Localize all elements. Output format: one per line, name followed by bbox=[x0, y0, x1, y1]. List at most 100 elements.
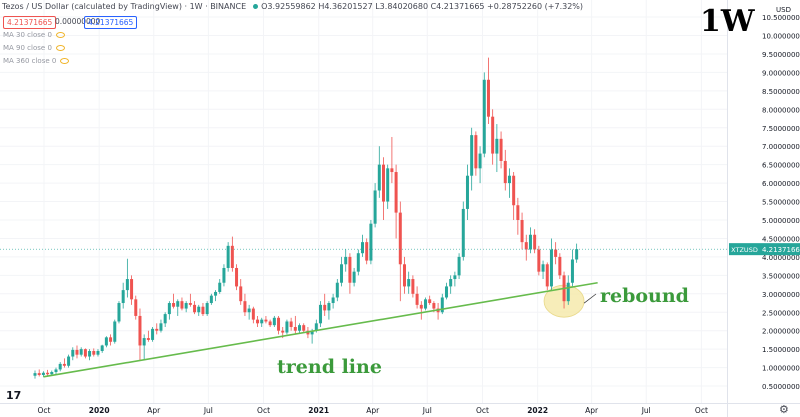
y-tick-label: 2.00000000 bbox=[762, 328, 800, 336]
candle bbox=[33, 370, 37, 379]
candle bbox=[436, 303, 440, 320]
candle bbox=[419, 301, 423, 320]
symbol-title[interactable]: Tezos / US Dollar (calculated by Trading… bbox=[2, 2, 247, 11]
x-tick-label: Jul bbox=[203, 406, 213, 415]
candle bbox=[209, 293, 213, 305]
candle bbox=[486, 57, 490, 125]
sell-price-button[interactable]: 4.21371665 bbox=[3, 16, 57, 29]
candle bbox=[142, 334, 146, 361]
candle bbox=[545, 262, 549, 291]
y-tick-label: 9.00000000 bbox=[762, 69, 800, 77]
candle bbox=[230, 236, 234, 272]
x-tick-label: Jul bbox=[422, 406, 432, 415]
candle bbox=[75, 345, 79, 359]
candle bbox=[285, 319, 289, 335]
candle bbox=[495, 124, 499, 173]
candle bbox=[327, 301, 331, 320]
candle bbox=[201, 303, 205, 316]
candle bbox=[423, 297, 427, 311]
candle bbox=[382, 157, 385, 220]
candle bbox=[79, 347, 83, 357]
x-tick-label: Oct bbox=[38, 406, 51, 415]
candle bbox=[482, 72, 486, 158]
candle bbox=[264, 315, 268, 324]
candle bbox=[516, 197, 520, 235]
y-tick-label: 8.00000000 bbox=[762, 106, 800, 114]
currency-label[interactable]: USD bbox=[776, 6, 791, 14]
candle bbox=[407, 271, 411, 294]
eye-icon[interactable] bbox=[55, 32, 65, 38]
candle bbox=[260, 317, 264, 328]
candle bbox=[109, 334, 113, 346]
candle bbox=[130, 275, 134, 305]
indicator-ma-30[interactable]: MA 30 close 0 bbox=[3, 31, 65, 39]
candle bbox=[465, 164, 469, 220]
candle bbox=[83, 348, 87, 359]
x-tick-label: Apr bbox=[585, 406, 599, 415]
rebound-connector bbox=[583, 293, 597, 304]
candle bbox=[226, 242, 230, 272]
candle bbox=[41, 371, 45, 377]
candle bbox=[415, 286, 419, 309]
candle bbox=[67, 354, 71, 368]
candle bbox=[554, 242, 558, 265]
trend-line[interactable] bbox=[43, 281, 598, 378]
candle bbox=[386, 164, 390, 209]
buy-price-button[interactable]: 4.21371665 bbox=[84, 16, 138, 29]
indicator-ma-90[interactable]: MA 90 close 0 bbox=[3, 44, 65, 52]
candle bbox=[218, 279, 222, 294]
candle bbox=[117, 301, 121, 324]
candle bbox=[394, 164, 398, 239]
y-tick-label: 4.00000000 bbox=[762, 254, 800, 262]
candle bbox=[58, 362, 62, 372]
candle bbox=[184, 301, 188, 313]
candle bbox=[243, 293, 247, 316]
tradingview-logo[interactable]: 17 bbox=[6, 389, 22, 402]
eye-icon[interactable] bbox=[55, 45, 65, 51]
gear-icon[interactable]: ⚙ bbox=[779, 404, 789, 416]
candle bbox=[537, 245, 541, 276]
candle bbox=[369, 220, 373, 265]
candle bbox=[272, 315, 276, 328]
indicator-label: MA 360 close 0 bbox=[3, 57, 57, 65]
candle bbox=[390, 136, 394, 184]
candle bbox=[528, 227, 532, 254]
candle bbox=[478, 146, 482, 184]
candle bbox=[159, 319, 163, 333]
candle bbox=[331, 293, 335, 309]
indicator-ma-360[interactable]: MA 360 close 0 bbox=[3, 57, 70, 65]
candle bbox=[352, 267, 356, 287]
eye-icon[interactable] bbox=[60, 58, 70, 64]
market-status-dot bbox=[253, 3, 259, 9]
x-tick-label: 2022 bbox=[527, 406, 548, 415]
annotation-rebound: rebound bbox=[600, 285, 689, 307]
candles-layer bbox=[33, 57, 579, 379]
candle bbox=[428, 295, 432, 305]
y-tick-label: 6.00000000 bbox=[762, 180, 800, 188]
candle bbox=[125, 258, 129, 298]
last-price-value-tag bbox=[760, 243, 800, 256]
y-tick-label: 4.50000000 bbox=[762, 235, 800, 243]
candle bbox=[54, 367, 58, 375]
candle bbox=[402, 256, 406, 294]
candle bbox=[411, 275, 415, 298]
candle bbox=[377, 146, 381, 198]
candle bbox=[134, 295, 138, 320]
candle bbox=[373, 183, 377, 228]
chart-header: Tezos / US Dollar (calculated by Trading… bbox=[2, 2, 586, 11]
candle bbox=[104, 336, 108, 348]
candle bbox=[46, 369, 50, 376]
x-tick-label: Apr bbox=[366, 406, 380, 415]
candle bbox=[499, 131, 503, 169]
candle bbox=[277, 315, 281, 335]
candle bbox=[92, 348, 96, 357]
candle bbox=[197, 304, 201, 316]
x-tick-label: Oct bbox=[257, 406, 270, 415]
ohlc-readout: O3.92559862 H4.36201527 L3.84020680 C4.2… bbox=[261, 2, 584, 11]
candle bbox=[503, 149, 507, 191]
annotation-trend-line: trend line bbox=[277, 356, 382, 378]
x-tick-label: 2020 bbox=[89, 406, 110, 415]
candle bbox=[214, 290, 218, 302]
y-tick-label: 5.50000000 bbox=[762, 199, 800, 207]
